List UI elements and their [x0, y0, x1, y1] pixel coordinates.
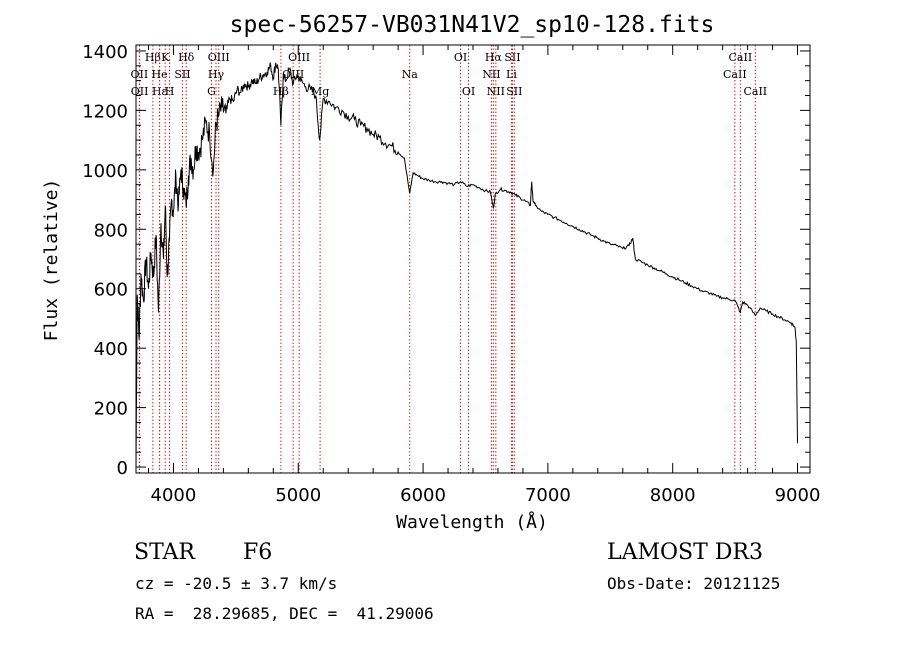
y-tick-label: 400 [94, 339, 128, 360]
spectral-line-label: Na [402, 68, 419, 81]
spectral-line-label: K [161, 51, 170, 64]
y-tick-label: 600 [94, 280, 128, 301]
x-tick-label: 7000 [525, 485, 571, 506]
y-tick-label: 200 [94, 399, 128, 420]
x-tick-label: 6000 [400, 485, 446, 506]
y-axis-label: Flux (relative) [41, 179, 62, 342]
y-tick-label: 800 [94, 220, 128, 241]
spectral-line-label: Hβ [145, 51, 161, 64]
observation-date: Obs-Date: 20121125 [607, 574, 781, 593]
y-tick-label: 1400 [82, 42, 128, 63]
y-tick-label: 1000 [82, 161, 128, 182]
x-tick-label: 9000 [775, 485, 821, 506]
sky-coordinates: RA = 28.29685, DEC = 41.29006 [135, 604, 434, 623]
spectral-line-label: Hδ [178, 51, 195, 64]
y-tick-label: 1200 [82, 101, 128, 122]
spectral-line-label: CaII [743, 85, 767, 98]
spectrum-series [135, 62, 798, 468]
spectral-line-label: OIII [208, 51, 230, 64]
x-tick-label: 8000 [650, 485, 696, 506]
spectral-line-label: G [207, 85, 216, 98]
spectral-line-label: Li [506, 68, 517, 81]
spectral-line-label: OI [462, 85, 475, 98]
spectral-line-label: CaII [729, 51, 753, 64]
spectral-line-label: NII [482, 68, 500, 81]
spectral-line-label: H [165, 85, 175, 98]
spectral-line-label: SII [506, 85, 522, 98]
spectral-line-label: NII [487, 85, 505, 98]
y-tick-label: 0 [117, 458, 128, 479]
spectral-line-label: SII [504, 51, 520, 64]
spectral-line-label: Hγ [208, 68, 225, 81]
x-axis-label: Wavelength (Å) [396, 511, 548, 533]
spectral-line-label: CaII [723, 68, 747, 81]
spectrum-line [135, 62, 798, 468]
spectral-line-label: Mg [311, 85, 329, 98]
spectral-line-label: SII [174, 68, 190, 81]
spectral-line-label: Hα [485, 51, 503, 64]
plot-frame [135, 44, 811, 474]
spectrum-chart: spec-56257-VB031N41V2_sp10-128.fits Hβ OI… [41, 12, 820, 533]
chart-title: spec-56257-VB031N41V2_sp10-128.fits [230, 12, 715, 38]
spectral-line-label: He [152, 68, 168, 81]
x-tick-label: 4000 [151, 485, 197, 506]
spectral-line-label: OI [454, 51, 467, 64]
survey-name: LAMOST DR3 [607, 540, 763, 565]
object-subclass: F6 [243, 540, 273, 565]
x-tick-label: 5000 [275, 485, 321, 506]
object-class: STAR [134, 540, 195, 565]
axes: 4000 5000 6000 7000 8000 9000 0 200 400 600 800 100… [82, 42, 820, 506]
spectral-line-label: OII [131, 85, 149, 98]
radial-velocity: cz = -20.5 ± 3.7 km/s [135, 574, 338, 593]
spectral-line-label: OIII [288, 51, 310, 64]
spectral-line-label: Hβ [273, 85, 289, 98]
